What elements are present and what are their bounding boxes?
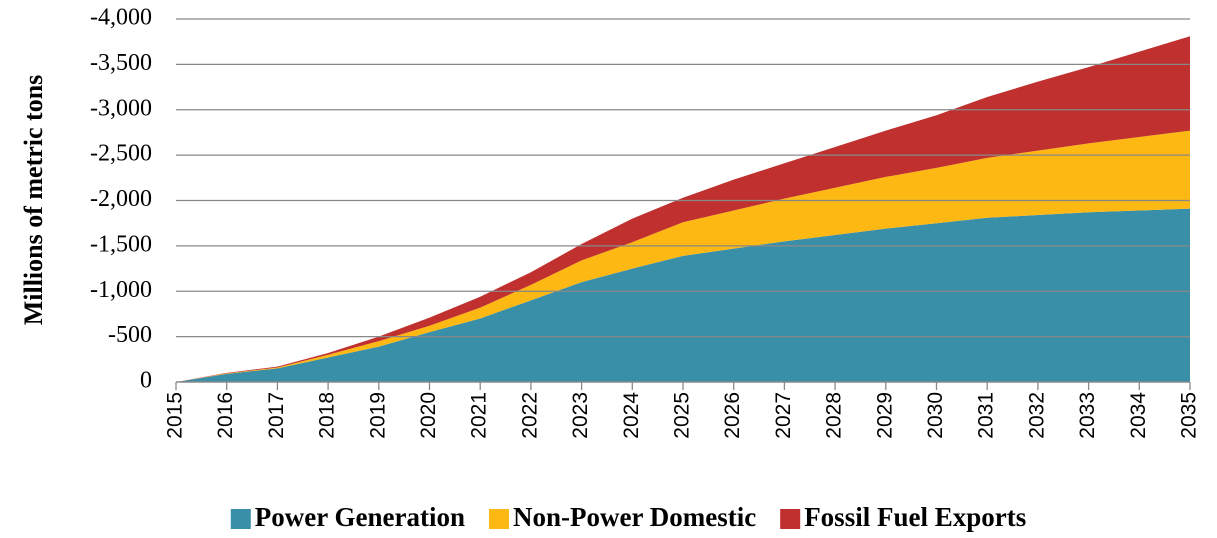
- y-tick-label: -500: [108, 322, 152, 348]
- x-tick-label: 2021: [468, 392, 491, 439]
- x-tick-label: 2020: [417, 392, 440, 439]
- x-tick-label: 2022: [518, 392, 541, 439]
- x-tick-label: 2019: [366, 392, 389, 439]
- legend-label: Power Generation: [255, 502, 465, 532]
- x-tick-label: 2034: [1127, 392, 1150, 439]
- x-tick-label: 2023: [569, 392, 592, 439]
- legend-label: Fossil Fuel Exports: [804, 502, 1026, 532]
- x-tick-label: 2017: [265, 392, 288, 439]
- x-tick-label: 2032: [1025, 392, 1048, 439]
- x-tick-label: 2028: [823, 392, 846, 439]
- x-tick-label: 2026: [721, 392, 744, 439]
- x-tick-label: 2035: [1178, 392, 1201, 439]
- legend-swatch: [780, 509, 801, 529]
- legend-label: Non-Power Domestic: [513, 502, 756, 532]
- y-axis-label: Millions of metric tons: [19, 75, 48, 326]
- x-tick-label: 2024: [620, 392, 643, 439]
- x-tick-label: 2031: [975, 392, 998, 439]
- y-tick-label: 0: [140, 368, 152, 394]
- y-tick-label: -1,000: [90, 277, 152, 303]
- y-tick-label: -3,500: [90, 50, 152, 76]
- legend-swatch: [230, 509, 251, 529]
- x-tick-label: 2015: [164, 392, 187, 439]
- y-tick-label: -3,000: [90, 95, 152, 121]
- areas: [176, 36, 1190, 383]
- x-tick-label: 2025: [671, 392, 694, 439]
- x-tick-label: 2018: [316, 392, 339, 439]
- y-tick-label: -2,000: [90, 186, 152, 212]
- y-tick-label: -1,500: [90, 231, 152, 257]
- area: [176, 36, 1190, 383]
- x-tick-label: 2029: [873, 392, 896, 439]
- area: [176, 208, 1190, 382]
- x-tick-label: 2027: [772, 392, 795, 439]
- x-tick-label: 2016: [214, 392, 237, 439]
- y-tick-label: -4,000: [90, 5, 152, 31]
- y-tick-label: -2,500: [90, 141, 152, 167]
- area: [176, 130, 1190, 382]
- legend: Power Generation Non-Power Domestic Fossil…: [230, 502, 1026, 532]
- x-tick-label: 2030: [924, 392, 947, 439]
- x-tick-label: 2033: [1076, 392, 1099, 439]
- legend-swatch: [489, 509, 509, 529]
